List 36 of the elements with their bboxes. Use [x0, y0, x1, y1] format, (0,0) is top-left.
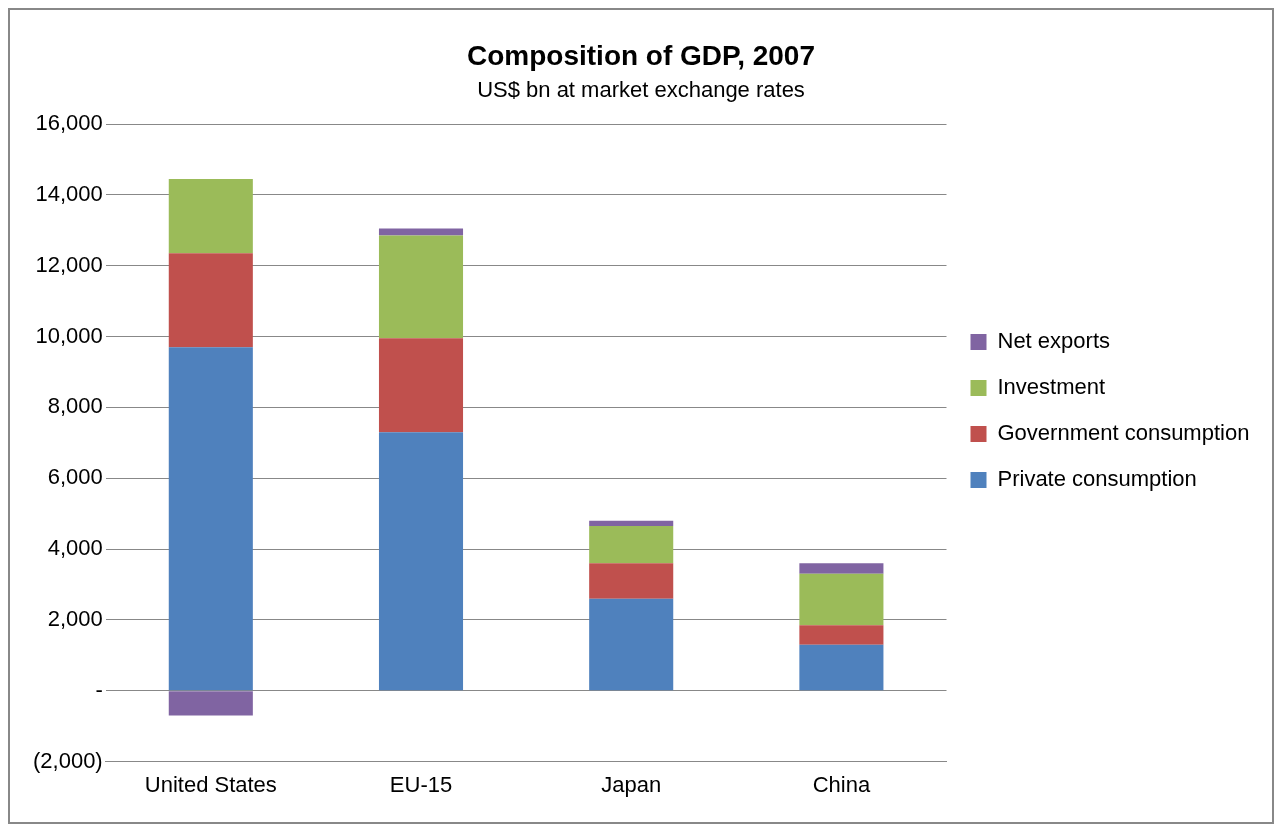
- legend-label: Private consumption: [997, 466, 1197, 492]
- bar: [378, 432, 464, 691]
- bar: [799, 573, 884, 626]
- bar: [378, 338, 464, 433]
- y-tick-label: 10,000: [35, 322, 103, 348]
- y-tick-label: (2,000): [32, 747, 103, 773]
- y-tick-label: -: [95, 676, 103, 702]
- legend-label: Investment: [997, 374, 1106, 400]
- bar: [589, 520, 674, 527]
- chart-subtitle: US$ bn at market exchange rates: [477, 76, 805, 102]
- bar: [799, 644, 884, 691]
- bar: [378, 228, 464, 236]
- y-tick-label: 2,000: [47, 605, 103, 631]
- bar: [168, 691, 253, 716]
- bar: [589, 563, 674, 599]
- bar: [799, 563, 884, 574]
- chart-title: Composition of GDP, 2007: [467, 39, 815, 71]
- bar: [168, 347, 253, 691]
- bar: [168, 253, 253, 348]
- y-tick-label: 14,000: [35, 180, 103, 206]
- y-tick-label: 6,000: [47, 464, 103, 490]
- bar: [799, 625, 884, 645]
- x-tick-label: Japan: [601, 771, 662, 797]
- legend-label: Government consumption: [997, 420, 1250, 446]
- legend-label: Net exports: [997, 328, 1110, 354]
- y-tick-label: 4,000: [47, 535, 103, 561]
- x-tick-label: EU-15: [389, 771, 453, 797]
- y-tick-label: 8,000: [47, 393, 103, 419]
- bar: [168, 178, 253, 254]
- y-tick-label: 12,000: [35, 251, 103, 277]
- y-tick-label: 16,000: [35, 110, 103, 136]
- bar: [378, 235, 464, 339]
- bar: [589, 526, 674, 564]
- x-tick-label: United States: [144, 771, 277, 797]
- bar: [589, 598, 674, 691]
- x-tick-label: China: [812, 771, 871, 797]
